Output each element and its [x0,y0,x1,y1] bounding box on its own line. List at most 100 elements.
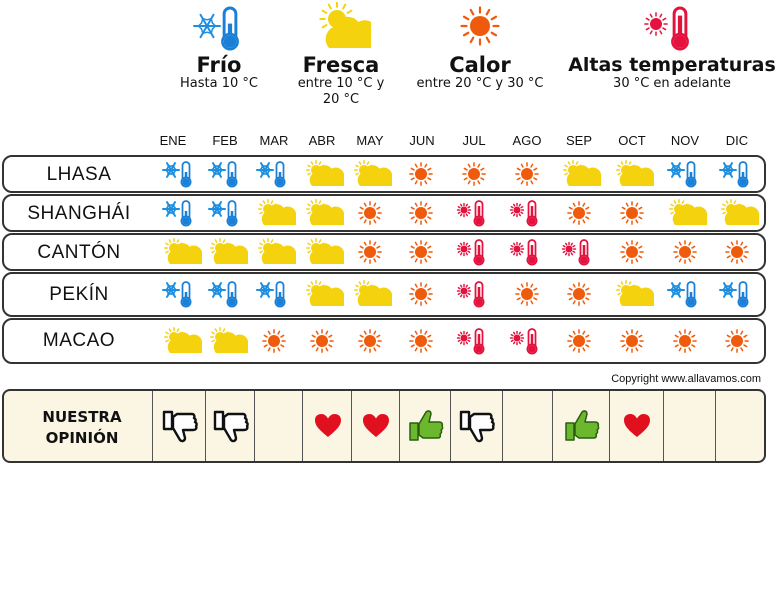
legend-calor-title: Calor [449,53,511,77]
weather-cell [610,159,654,193]
legend-altas-desc: 30 °C en adelante [613,76,731,91]
opinion-cell [152,391,206,461]
sun-cloud-icon [306,199,344,225]
weather-cell [252,279,296,313]
sun-cloud-icon [669,199,707,225]
weather-cell [715,237,759,271]
weather-cell [300,326,344,360]
weather-cell [252,326,296,360]
sun-icon [460,6,500,46]
snow-thermometer-icon [193,6,239,51]
sun-cloud-icon [164,327,202,353]
weather-cell [158,326,202,360]
sun-cloud-icon [258,238,296,264]
weather-cell [158,279,202,313]
snow-thermometer-icon [256,281,286,308]
sun-cloud-icon [563,160,601,186]
sun-icon [409,162,433,186]
hot-thermometer-icon [644,6,689,51]
weather-cell [505,159,549,193]
sun-cloud-icon [721,199,759,225]
weather-cell [505,279,549,313]
snow-thermometer-icon [719,161,749,188]
weather-cell [452,198,496,232]
legend-fresca: Fresca entre 10 °C y 20 °C [286,2,396,108]
city-name: MACAO [42,330,116,351]
weather-cell [663,326,707,360]
weather-cell [610,279,654,313]
sun-icon [262,329,286,353]
hot-thermometer-icon [509,200,538,227]
sun-icon [620,201,644,225]
sun-icon [409,282,433,306]
month-label: NOV [670,133,700,148]
sun-icon [673,329,697,353]
sun-cloud-icon [306,238,344,264]
weather-cell [158,198,202,232]
weather-cell [204,237,248,271]
month-label: JUN [409,133,435,148]
snow-thermometer-icon [667,281,697,308]
month-label: FEB [212,133,238,148]
weather-cell [663,198,707,232]
opinion-label-line1: NUESTRA [42,408,122,426]
opinion-label: NUESTRA OPINIÓN [14,407,150,449]
sun-icon [409,201,433,225]
weather-cell [557,237,601,271]
weather-cell [158,159,202,193]
city-row-canton: CANTÓN [2,233,766,271]
weather-cell [204,159,248,193]
sun-icon [358,329,382,353]
sun-icon [620,329,644,353]
city-row-macao: MACAO [2,318,766,364]
month-label: DIC [725,133,749,148]
sun-icon [725,329,749,353]
weather-cell [715,198,759,232]
month-label: ABR [308,133,336,148]
sun-cloud-icon [354,160,392,186]
opinion-cell [609,391,664,461]
weather-cell [557,326,601,360]
sun-icon [409,329,433,353]
sun-icon [567,282,591,306]
heart-icon [314,414,341,437]
sun-cloud-icon [210,327,248,353]
thumbs-down-icon [459,410,495,443]
legend-altas-title: Altas temperaturas [568,54,776,76]
heart-icon [624,414,650,437]
weather-cell [610,198,654,232]
hot-thermometer-icon [561,239,590,266]
snow-thermometer-icon [162,161,192,188]
sun-icon [567,201,591,225]
snow-thermometer-icon [208,281,238,308]
weather-cell [399,159,443,193]
weather-cell [715,159,759,193]
weather-cell [300,237,344,271]
weather-cell [557,159,601,193]
month-label: MAY [356,133,384,148]
opinion-cell [205,391,255,461]
sun-icon [310,329,334,353]
weather-cell [715,279,759,313]
opinion-cell [450,391,503,461]
hot-thermometer-icon [456,281,485,308]
thumbs-down-icon [213,410,249,443]
opinion-cell [399,391,451,461]
weather-cell [557,198,601,232]
weather-cell [252,159,296,193]
month-label: ENE [159,133,187,148]
weather-cell [399,198,443,232]
opinion-cell [502,391,553,461]
opinion-cell [663,391,716,461]
weather-cell [715,326,759,360]
weather-cell [610,326,654,360]
opinion-cell [302,391,352,461]
weather-cell [348,326,392,360]
month-label: OCT [618,133,646,148]
sun-icon [673,240,697,264]
hot-thermometer-icon [456,200,485,227]
sun-cloud-icon [616,280,654,306]
thumbs-up-icon [408,410,443,441]
sun-cloud-icon [164,238,202,264]
copyright: Copyright www.allavamos.com [611,373,761,385]
